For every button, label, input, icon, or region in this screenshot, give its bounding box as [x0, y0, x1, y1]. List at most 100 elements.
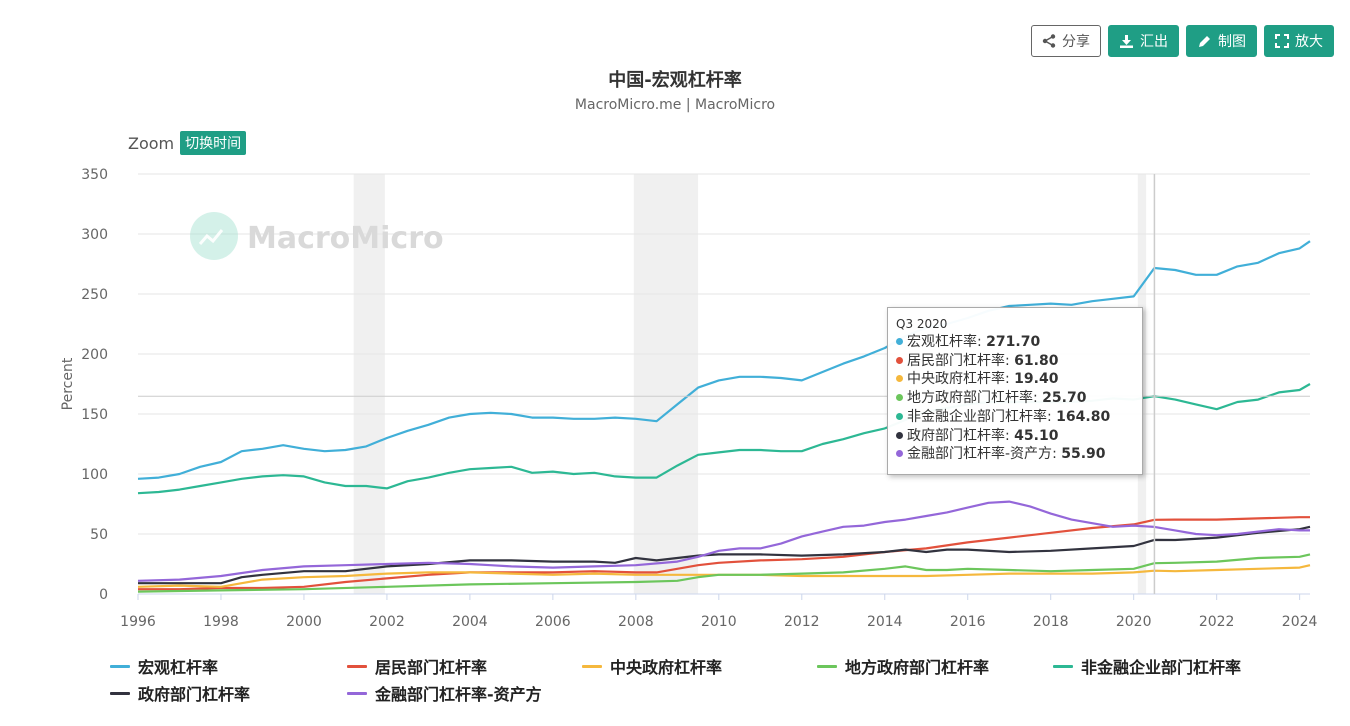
series-dot-icon [896, 450, 903, 458]
tooltip-row: 居民部门杠杆率: 61.80 [896, 352, 1134, 371]
tooltip-row: 金融部门杠杆率-资产方: 55.90 [896, 445, 1134, 464]
series-dot-icon [896, 356, 903, 364]
y-tick-label: 150 [81, 407, 108, 423]
toggle-time-button[interactable]: 切换时间 [180, 131, 247, 155]
legend-label: 地方政府部门杠杆率 [845, 658, 990, 677]
x-tick-label: 2018 [1033, 614, 1069, 630]
tooltip-series-value: 61.80 [1014, 352, 1059, 369]
pencil-icon [1197, 34, 1212, 49]
tooltip-separator: : [1005, 352, 1015, 369]
tooltip-series-name: 中央政府杠杆率 [907, 371, 1005, 388]
tooltip-series-value: 271.70 [986, 334, 1041, 350]
y-tick-label: 50 [90, 527, 108, 543]
y-tick-label: 350 [81, 167, 108, 183]
chart-title: 中国-宏观杠杆率 [608, 70, 742, 91]
tooltip-separator: : [1052, 446, 1062, 463]
x-tick-label: 2020 [1116, 614, 1152, 630]
share-button[interactable]: 分享 [1031, 25, 1101, 57]
legend-label: 非金融企业部门杠杆率 [1081, 658, 1242, 677]
x-tick-label: 2012 [784, 614, 820, 630]
zoom-control: Zoom 切换时间 [128, 131, 247, 155]
tooltip-period: Q3 2020 [896, 317, 948, 331]
share-icon [1042, 34, 1056, 48]
fullscreen-icon [1275, 34, 1289, 48]
y-tick-label: 250 [81, 287, 108, 303]
watermark-text: MacroMicro [247, 221, 444, 256]
legend-item[interactable]: 金融部门杠杆率-资产方 [347, 681, 542, 705]
legend-swatch [110, 664, 130, 668]
legend-swatch [582, 664, 602, 668]
enlarge-label: 放大 [1295, 34, 1323, 50]
legend-item[interactable]: 中央政府杠杆率 [582, 654, 722, 678]
share-label: 分享 [1062, 34, 1090, 50]
data-tooltip: Q3 2020 宏观杠杆率: 271.70 居民部门杠杆率: 61.80 中央政府杠… [887, 307, 1143, 475]
x-tick-label: 2016 [950, 614, 986, 630]
x-tick-label: 2022 [1199, 614, 1235, 630]
series-dot-icon [896, 338, 903, 345]
x-tick-label: 2010 [701, 614, 737, 630]
export-label: 汇出 [1140, 34, 1168, 50]
legend-item[interactable]: 居民部门杠杆率 [347, 654, 487, 678]
tooltip-separator: : [977, 334, 987, 350]
recession-band [633, 174, 699, 594]
legend-swatch [1053, 664, 1073, 668]
legend-item[interactable]: 宏观杠杆率 [110, 654, 218, 678]
tooltip-series-name: 地方政府部门杠杆率 [907, 390, 1033, 407]
legend-swatch [817, 664, 837, 668]
tooltip-series-value: 55.90 [1061, 446, 1106, 463]
watermark: MacroMicro [190, 212, 444, 260]
legend-label: 居民部门杠杆率 [375, 658, 488, 677]
tooltip-separator: : [1005, 371, 1015, 388]
tooltip-series-name: 居民部门杠杆率 [907, 352, 1005, 369]
watermark-chart-icon [198, 229, 224, 245]
tooltip-series-value: 164.80 [1056, 408, 1111, 425]
tooltip-row: 地方政府部门杠杆率: 25.70 [896, 389, 1134, 408]
legend-swatch [110, 691, 130, 695]
tooltip-separator: : [1033, 390, 1043, 407]
tooltip-row: 宏观杠杆率: 271.70 [896, 333, 1134, 352]
download-icon [1119, 34, 1134, 49]
toolbar: 分享 汇出 制图 放大 [1031, 25, 1334, 57]
watermark-logo-icon [190, 212, 238, 260]
x-tick-label: 1996 [120, 614, 156, 630]
tooltip-row: 中央政府杠杆率: 19.40 [896, 370, 1134, 389]
legend-item[interactable]: 政府部门杠杆率 [110, 681, 250, 705]
export-button[interactable]: 汇出 [1108, 25, 1179, 57]
y-tick-label: 300 [81, 227, 108, 243]
x-tick-label: 2024 [1282, 614, 1318, 630]
legend-label: 政府部门杠杆率 [138, 685, 251, 704]
x-tick-label: 1998 [203, 614, 239, 630]
tooltip-row: 政府部门杠杆率: 45.10 [896, 427, 1134, 446]
x-tick-label: 2000 [286, 614, 322, 630]
recession-band [353, 174, 385, 594]
series-dot-icon [896, 412, 903, 420]
tooltip-row: 非金融企业部门杠杆率: 164.80 [896, 408, 1134, 427]
legend-swatch [347, 691, 367, 695]
x-tick-label: 2008 [618, 614, 654, 630]
series-line [137, 500, 1310, 582]
tooltip-series-value: 19.40 [1014, 371, 1059, 388]
x-tick-label: 2014 [867, 614, 903, 630]
zoom-label: Zoom [128, 133, 175, 153]
tooltip-series-name: 金融部门杠杆率-资产方 [907, 446, 1053, 463]
legend-item[interactable]: 非金融企业部门杠杆率 [1053, 654, 1241, 678]
axes: 0 50 100 150 200 250 300 350 1996 1998 2000 2002 200… [60, 167, 1318, 630]
y-tick-label: 0 [99, 587, 108, 603]
series-line [138, 516, 1310, 591]
tooltip-series-value: 45.10 [1014, 427, 1059, 444]
series-dot-icon [896, 394, 903, 402]
draw-label: 制图 [1218, 34, 1246, 50]
y-tick-label: 100 [81, 467, 108, 483]
draw-button[interactable]: 制图 [1186, 25, 1257, 57]
legend-item[interactable]: 地方政府部门杠杆率 [817, 654, 989, 678]
x-tick-label: 2002 [369, 614, 405, 630]
series-dot-icon [896, 431, 903, 439]
y-tick-label: 200 [81, 347, 108, 363]
tooltip-series-name: 非金融企业部门杠杆率 [907, 408, 1047, 425]
enlarge-button[interactable]: 放大 [1264, 25, 1334, 57]
legend-label: 中央政府杠杆率 [610, 658, 723, 677]
legend-swatch [347, 664, 367, 668]
tooltip-series-name: 宏观杠杆率 [907, 334, 977, 350]
series-lines [137, 240, 1311, 593]
series-dot-icon [896, 375, 903, 383]
